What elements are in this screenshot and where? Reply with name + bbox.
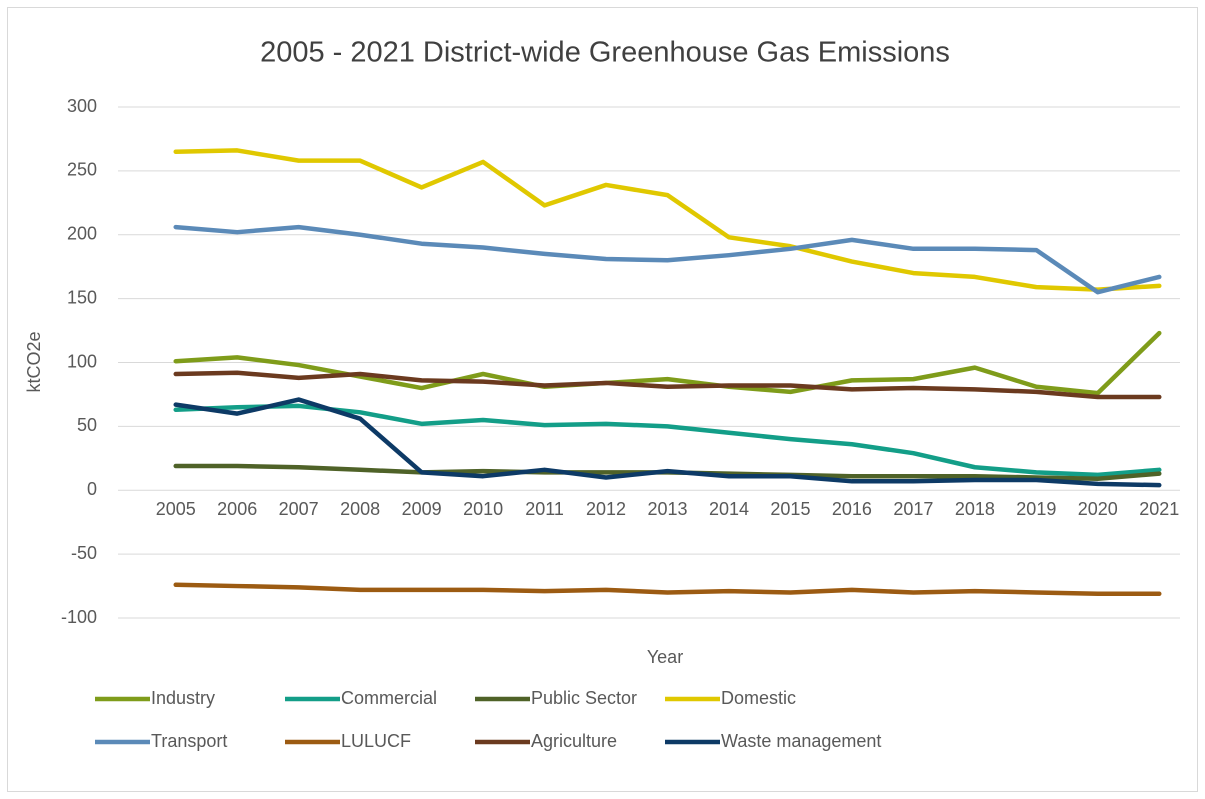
series-line xyxy=(173,330,1162,396)
legend-label: Agriculture xyxy=(531,731,617,751)
y-tick-label: 250 xyxy=(67,160,97,180)
y-tick-label: 150 xyxy=(67,287,97,307)
x-tick-label: 2005 xyxy=(156,499,196,519)
lines xyxy=(173,148,1162,596)
legend-label: Public Sector xyxy=(531,688,637,708)
x-tick-label: 2017 xyxy=(893,499,933,519)
series-line xyxy=(173,397,1162,488)
x-tick-label: 2007 xyxy=(279,499,319,519)
chart-title: 2005 - 2021 District-wide Greenhouse Gas… xyxy=(260,37,950,69)
series-line xyxy=(173,148,1162,292)
x-tick-label: 2012 xyxy=(586,499,626,519)
x-tick-label: 2019 xyxy=(1016,499,1056,519)
x-tick-label: 2009 xyxy=(402,499,442,519)
x-tick-label: 2011 xyxy=(525,499,564,519)
y-tick-label: 0 xyxy=(87,479,97,499)
x-tick-label: 2014 xyxy=(709,499,749,519)
x-tick-label: 2020 xyxy=(1078,499,1118,519)
y-tick-label: 300 xyxy=(67,96,97,116)
x-tick-label: 2013 xyxy=(647,499,687,519)
x-tick-label: 2016 xyxy=(832,499,872,519)
legend-label: Waste management xyxy=(721,731,881,751)
x-tick-label: 2015 xyxy=(770,499,810,519)
x-tick-label: 2018 xyxy=(955,499,995,519)
series-line xyxy=(173,370,1162,400)
y-tick-label: 100 xyxy=(67,351,97,371)
series-line xyxy=(173,224,1162,295)
y-tick-label: -50 xyxy=(71,543,97,563)
legend-label: Commercial xyxy=(341,688,437,708)
x-tick-label: 2008 xyxy=(340,499,380,519)
x-axis-label: Year xyxy=(647,647,683,667)
y-tick-label: 50 xyxy=(77,415,97,435)
y-axis-label: ktCO2e xyxy=(24,331,44,392)
legend-label: LULUCF xyxy=(341,731,411,751)
series-line xyxy=(173,582,1162,596)
x-tick-label: 2006 xyxy=(217,499,257,519)
x-tick-label: 2021 xyxy=(1139,499,1179,519)
legend-label: Industry xyxy=(151,688,215,708)
x-tick-label: 2010 xyxy=(463,499,503,519)
legend: Industry Commercial Public Sector Domestic T… xyxy=(95,688,881,751)
chart-border xyxy=(7,7,1198,792)
legend-label: Transport xyxy=(151,731,227,751)
y-tick-label: 200 xyxy=(67,224,97,244)
y-tick-label: -100 xyxy=(61,607,97,627)
legend-label: Domestic xyxy=(721,688,796,708)
